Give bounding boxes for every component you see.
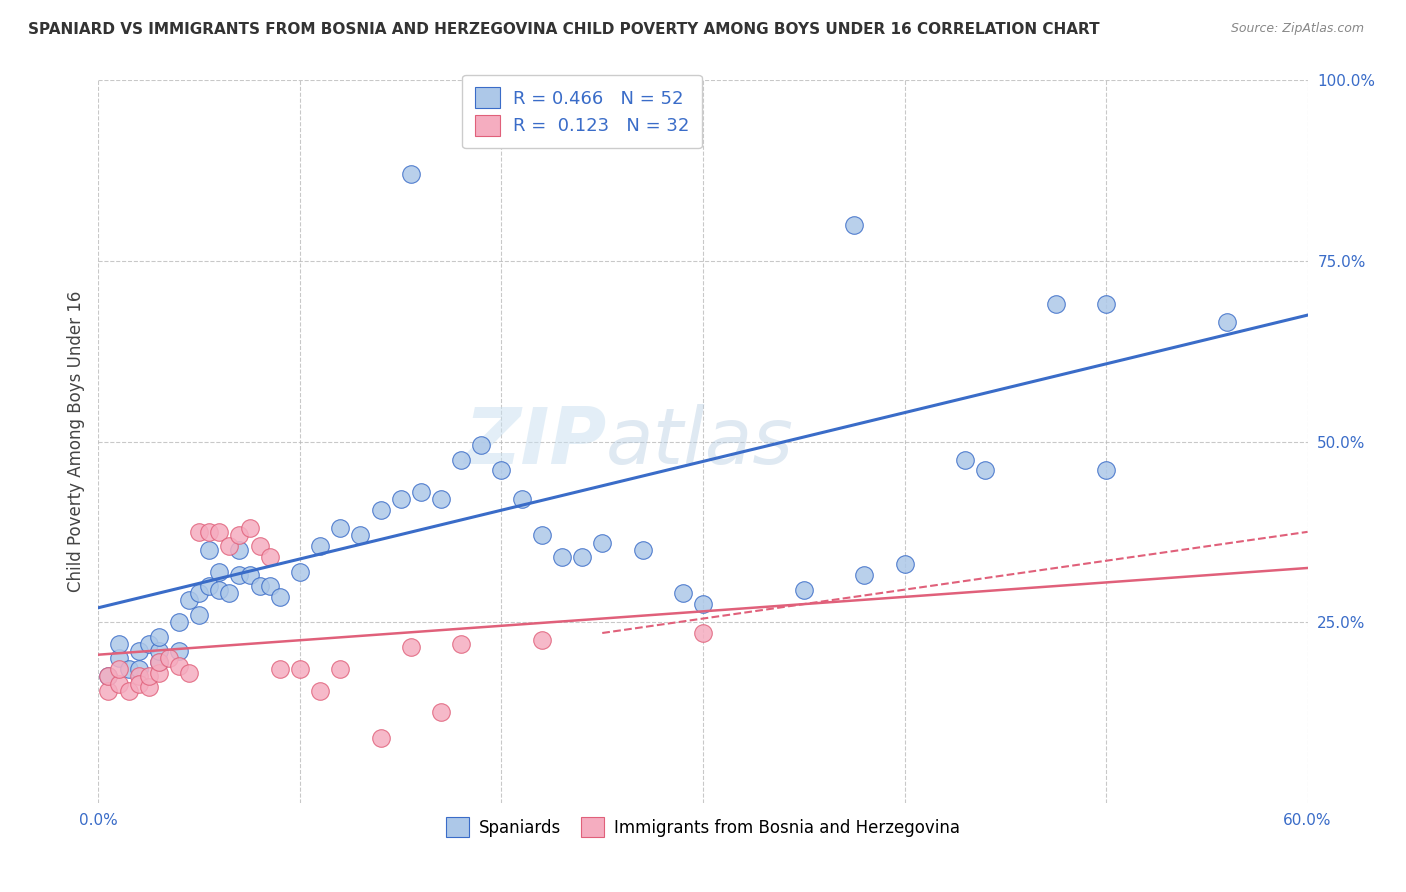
Point	[259, 579, 281, 593]
Point	[138, 669, 160, 683]
Point	[107, 676, 129, 690]
Y-axis label: Child Poverty Among Boys Under 16: Child Poverty Among Boys Under 16	[66, 291, 84, 592]
Point	[148, 655, 170, 669]
Point	[167, 615, 190, 630]
Point	[510, 492, 533, 507]
Point	[329, 521, 352, 535]
Point	[138, 637, 160, 651]
Point	[148, 644, 170, 658]
Point	[551, 550, 574, 565]
Text: atlas: atlas	[606, 403, 794, 480]
Point	[269, 590, 291, 604]
Point	[249, 579, 271, 593]
Point	[218, 539, 240, 553]
Point	[97, 669, 120, 683]
Point	[399, 640, 422, 655]
Point	[179, 665, 201, 680]
Point	[208, 524, 231, 539]
Point	[128, 676, 150, 690]
Point	[409, 485, 432, 500]
Point	[1095, 463, 1118, 477]
Point	[239, 568, 262, 582]
Point	[198, 524, 221, 539]
Point	[1095, 297, 1118, 311]
Point	[188, 607, 211, 622]
Point	[228, 568, 250, 582]
Point	[97, 669, 120, 683]
Point	[893, 558, 915, 572]
Point	[692, 597, 714, 611]
Point	[793, 582, 815, 597]
Point	[228, 528, 250, 542]
Point	[1216, 315, 1239, 329]
Point	[228, 542, 250, 557]
Text: Source: ZipAtlas.com: Source: ZipAtlas.com	[1230, 22, 1364, 36]
Point	[188, 524, 211, 539]
Point	[157, 651, 180, 665]
Point	[430, 492, 453, 507]
Point	[107, 662, 129, 676]
Point	[692, 626, 714, 640]
Point	[288, 565, 311, 579]
Point	[118, 683, 141, 698]
Point	[148, 665, 170, 680]
Legend: Spaniards, Immigrants from Bosnia and Herzegovina: Spaniards, Immigrants from Bosnia and He…	[437, 809, 969, 845]
Point	[1045, 297, 1067, 311]
Point	[128, 669, 150, 683]
Point	[470, 438, 492, 452]
Point	[198, 579, 221, 593]
Point	[853, 568, 876, 582]
Point	[309, 683, 332, 698]
Point	[844, 218, 866, 232]
Point	[128, 644, 150, 658]
Point	[167, 658, 190, 673]
Point	[188, 586, 211, 600]
Point	[239, 521, 262, 535]
Point	[450, 452, 472, 467]
Point	[370, 503, 392, 517]
Point	[249, 539, 271, 553]
Point	[450, 637, 472, 651]
Point	[530, 633, 553, 648]
Text: ZIP: ZIP	[464, 403, 606, 480]
Point	[399, 167, 422, 181]
Point	[218, 586, 240, 600]
Point	[974, 463, 997, 477]
Text: SPANIARD VS IMMIGRANTS FROM BOSNIA AND HERZEGOVINA CHILD POVERTY AMONG BOYS UNDE: SPANIARD VS IMMIGRANTS FROM BOSNIA AND H…	[28, 22, 1099, 37]
Point	[430, 706, 453, 720]
Point	[329, 662, 352, 676]
Point	[288, 662, 311, 676]
Point	[118, 662, 141, 676]
Point	[631, 542, 654, 557]
Point	[107, 637, 129, 651]
Point	[259, 550, 281, 565]
Point	[208, 565, 231, 579]
Point	[370, 731, 392, 745]
Point	[349, 528, 371, 542]
Point	[491, 463, 513, 477]
Point	[591, 535, 613, 549]
Point	[148, 655, 170, 669]
Point	[672, 586, 695, 600]
Point	[107, 651, 129, 665]
Point	[571, 550, 593, 565]
Point	[148, 630, 170, 644]
Point	[97, 683, 120, 698]
Point	[953, 452, 976, 467]
Point	[198, 542, 221, 557]
Point	[530, 528, 553, 542]
Point	[389, 492, 412, 507]
Point	[491, 124, 513, 138]
Point	[309, 539, 332, 553]
Point	[128, 662, 150, 676]
Point	[269, 662, 291, 676]
Point	[208, 582, 231, 597]
Point	[167, 644, 190, 658]
Point	[179, 593, 201, 607]
Point	[138, 680, 160, 694]
